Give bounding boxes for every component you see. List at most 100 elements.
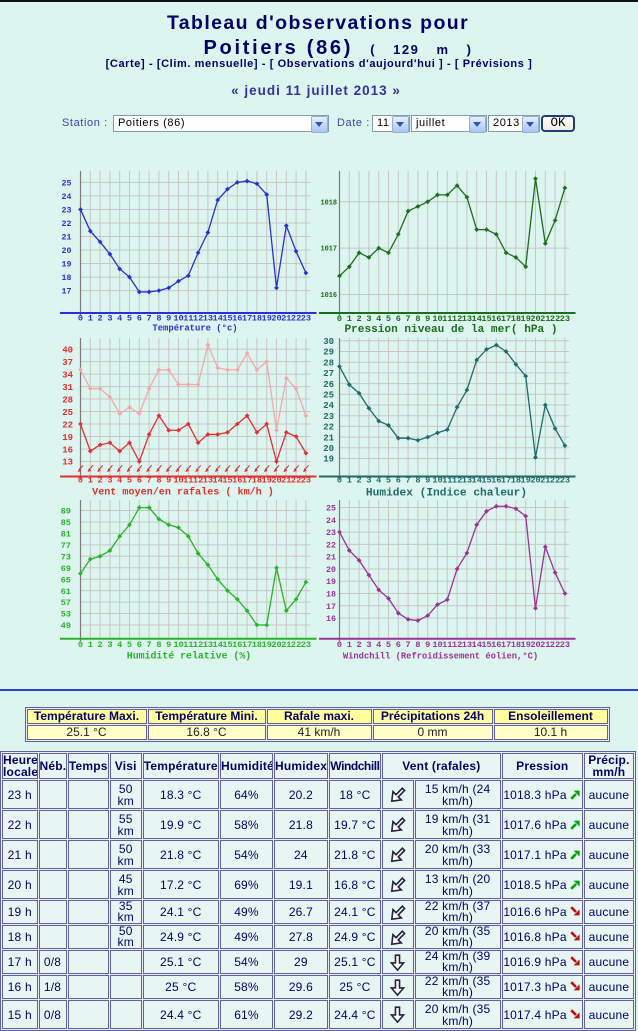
svg-text:22: 22: [550, 314, 560, 324]
svg-text:14: 14: [472, 476, 482, 486]
svg-text:19: 19: [262, 476, 272, 486]
svg-text:15: 15: [222, 476, 232, 486]
svg-text:18: 18: [511, 314, 521, 324]
svg-text:26: 26: [323, 380, 334, 390]
svg-text:21: 21: [281, 640, 291, 650]
svg-text:19: 19: [62, 433, 73, 443]
svg-text:5: 5: [386, 476, 391, 486]
svg-text:20: 20: [530, 640, 540, 650]
svg-text:25: 25: [62, 408, 73, 418]
svg-text:21: 21: [323, 433, 334, 443]
svg-text:10: 10: [173, 314, 183, 324]
svg-text:29: 29: [323, 348, 334, 358]
svg-text:13: 13: [203, 476, 213, 486]
svg-text:2: 2: [357, 640, 362, 650]
svg-text:20: 20: [271, 640, 281, 650]
svg-text:1018: 1018: [320, 199, 337, 207]
svg-text:9: 9: [425, 314, 430, 324]
svg-text:0: 0: [337, 476, 342, 486]
svg-text:16: 16: [326, 615, 336, 624]
svg-text:22: 22: [291, 640, 301, 650]
svg-text:69: 69: [61, 564, 71, 574]
svg-text:5: 5: [386, 314, 391, 324]
svg-text:Windchill (Refroidissement éol: Windchill (Refroidissement éolien,°C): [343, 652, 538, 662]
svg-text:23: 23: [560, 314, 570, 324]
svg-text:53: 53: [61, 610, 71, 620]
svg-text:16: 16: [232, 640, 242, 650]
svg-text:7: 7: [406, 640, 411, 650]
svg-text:Humidex (Indice chaleur): Humidex (Indice chaleur): [366, 488, 527, 500]
svg-text:22: 22: [550, 640, 560, 650]
svg-text:8: 8: [415, 640, 420, 650]
svg-text:1: 1: [347, 314, 352, 324]
svg-text:19: 19: [521, 476, 531, 486]
svg-text:28: 28: [62, 395, 73, 405]
svg-text:12: 12: [452, 640, 462, 650]
svg-text:17: 17: [62, 288, 72, 297]
svg-text:13: 13: [203, 640, 213, 650]
svg-text:18: 18: [62, 274, 72, 283]
svg-text:2: 2: [98, 640, 103, 650]
svg-text:89: 89: [61, 507, 71, 517]
svg-text:27: 27: [323, 369, 334, 379]
svg-text:77: 77: [61, 541, 71, 551]
svg-text:7: 7: [406, 476, 411, 486]
svg-text:3: 3: [107, 476, 112, 486]
svg-text:13: 13: [203, 314, 213, 324]
svg-text:30: 30: [323, 337, 334, 347]
svg-text:16: 16: [491, 314, 501, 324]
svg-text:16: 16: [232, 476, 242, 486]
svg-text:23: 23: [323, 412, 334, 422]
svg-text:31: 31: [62, 383, 73, 393]
svg-text:20: 20: [271, 476, 281, 486]
svg-text:19: 19: [521, 314, 531, 324]
svg-text:Pression niveau de la mer( hPa: Pression niveau de la mer( hPa ): [344, 324, 557, 336]
svg-text:Température (°c): Température (°c): [152, 324, 237, 334]
svg-text:15: 15: [222, 640, 232, 650]
svg-text:17: 17: [501, 476, 511, 486]
svg-text:1: 1: [347, 640, 352, 650]
svg-text:Humidité relative (%): Humidité relative (%): [127, 651, 251, 662]
svg-text:25: 25: [62, 179, 72, 188]
svg-text:2: 2: [98, 476, 103, 486]
svg-text:9: 9: [166, 476, 171, 486]
svg-text:24: 24: [323, 401, 334, 411]
svg-text:23: 23: [301, 640, 311, 650]
svg-text:11: 11: [183, 476, 193, 486]
svg-text:14: 14: [213, 476, 223, 486]
svg-text:18: 18: [252, 640, 262, 650]
svg-text:0: 0: [78, 314, 83, 324]
svg-text:10: 10: [432, 314, 442, 324]
svg-text:19: 19: [262, 314, 272, 324]
svg-text:73: 73: [61, 552, 71, 562]
svg-text:3: 3: [107, 640, 112, 650]
svg-text:17: 17: [326, 603, 336, 612]
svg-text:13: 13: [62, 458, 73, 468]
svg-text:3: 3: [366, 314, 371, 324]
svg-text:15: 15: [481, 476, 491, 486]
svg-text:0: 0: [78, 476, 83, 486]
svg-text:40: 40: [62, 345, 73, 355]
svg-text:12: 12: [193, 314, 203, 324]
svg-text:5: 5: [127, 640, 132, 650]
svg-text:18: 18: [252, 476, 262, 486]
svg-text:21: 21: [540, 640, 550, 650]
svg-text:22: 22: [550, 476, 560, 486]
svg-text:20: 20: [62, 247, 72, 256]
svg-text:22: 22: [323, 423, 334, 433]
svg-text:1: 1: [88, 476, 93, 486]
svg-text:21: 21: [540, 476, 550, 486]
svg-text:24: 24: [62, 193, 72, 202]
svg-text:9: 9: [425, 640, 430, 650]
svg-text:1: 1: [347, 476, 352, 486]
svg-text:7: 7: [406, 314, 411, 324]
svg-text:15: 15: [481, 640, 491, 650]
svg-text:3: 3: [107, 314, 112, 324]
svg-text:85: 85: [61, 518, 71, 528]
svg-text:61: 61: [61, 587, 71, 597]
svg-text:18: 18: [511, 640, 521, 650]
svg-text:Vent moyen/en rafales ( km/h ): Vent moyen/en rafales ( km/h ): [92, 487, 274, 499]
svg-text:11: 11: [183, 314, 193, 324]
svg-text:21: 21: [62, 233, 72, 242]
svg-text:10: 10: [173, 476, 183, 486]
